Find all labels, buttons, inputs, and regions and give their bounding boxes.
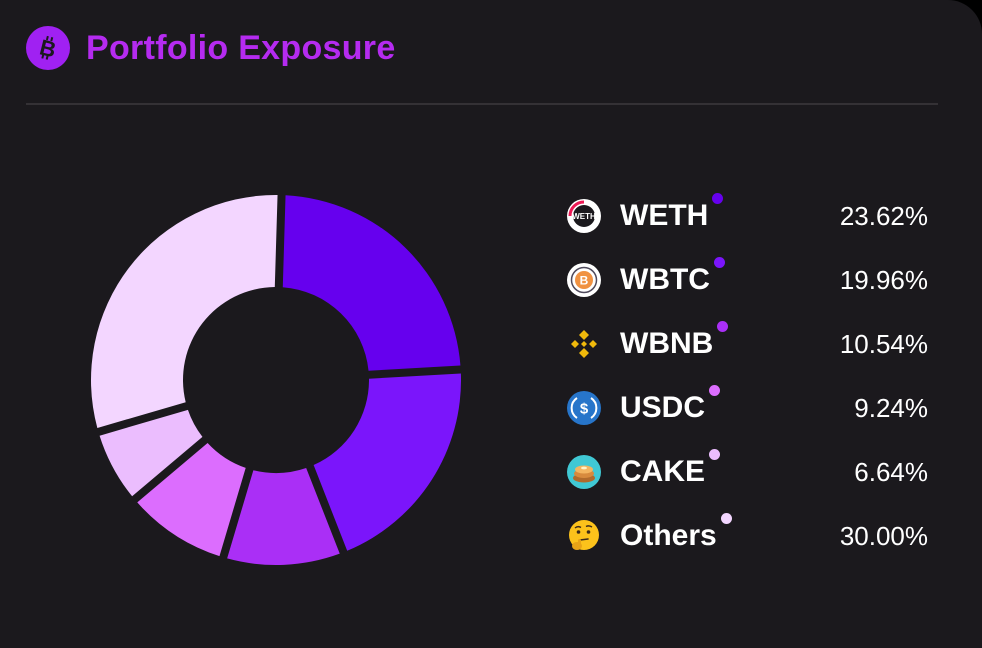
card-header: B Portfolio Exposure: [26, 26, 396, 70]
legend-value: 6.64%: [854, 456, 928, 487]
donut-slice-wbtc[interactable]: [313, 373, 461, 551]
legend-item-usdc[interactable]: $ USDC 9.24%: [566, 376, 932, 440]
legend-value: 19.96%: [839, 264, 928, 295]
donut-slice-cake[interactable]: [99, 409, 203, 497]
weth-icon: WETH: [566, 198, 602, 234]
donut-slice-wbnb[interactable]: [227, 467, 340, 565]
cake-icon: [566, 454, 602, 490]
legend-value: 30.00%: [839, 520, 928, 551]
legend-item-wbnb[interactable]: WBNB 10.54%: [566, 312, 932, 376]
exposure-donut-chart: [91, 195, 461, 565]
svg-text:$: $: [580, 401, 589, 418]
series-color-dot: [720, 513, 732, 524]
legend-item-others[interactable]: Others 30.00%: [566, 504, 932, 568]
header-divider: [26, 103, 938, 105]
legend-value: 9.24%: [854, 392, 928, 423]
legend-value: 23.62%: [839, 200, 928, 231]
donut-slice-usdc[interactable]: [137, 443, 246, 557]
legend-value: 10.54%: [839, 328, 928, 359]
legend-label: WETH: [620, 193, 724, 233]
legend-label: WBTC: [620, 257, 725, 297]
legend-label: WBNB: [620, 321, 729, 361]
usdc-icon: $: [566, 390, 602, 426]
bitcoin-icon: B: [26, 26, 70, 70]
series-color-dot: [709, 449, 721, 460]
donut-slice-others[interactable]: [91, 195, 278, 429]
legend-item-weth[interactable]: WETH WETH 23.62%: [566, 184, 932, 248]
legend-item-wbtc[interactable]: B WBTC 19.96%: [566, 248, 932, 312]
series-color-dot: [709, 385, 721, 396]
legend-label: CAKE: [620, 449, 721, 489]
legend-label: USDC: [620, 385, 721, 425]
svg-text:WETH: WETH: [572, 212, 596, 221]
svg-text:B: B: [580, 274, 589, 288]
wbtc-icon: B: [566, 262, 602, 298]
series-color-dot: [717, 321, 729, 332]
series-color-dot: [712, 193, 724, 204]
chart-legend: WETH WETH 23.62% B WBTC 19.96%: [566, 184, 932, 568]
page-title: Portfolio Exposure: [86, 28, 396, 67]
series-color-dot: [713, 257, 725, 268]
thinking-face-icon: [566, 518, 602, 554]
legend-label: Others: [620, 513, 732, 553]
legend-item-cake[interactable]: CAKE 6.64%: [566, 440, 932, 504]
donut-slice-weth[interactable]: [282, 195, 461, 371]
wbnb-icon: [566, 326, 602, 362]
